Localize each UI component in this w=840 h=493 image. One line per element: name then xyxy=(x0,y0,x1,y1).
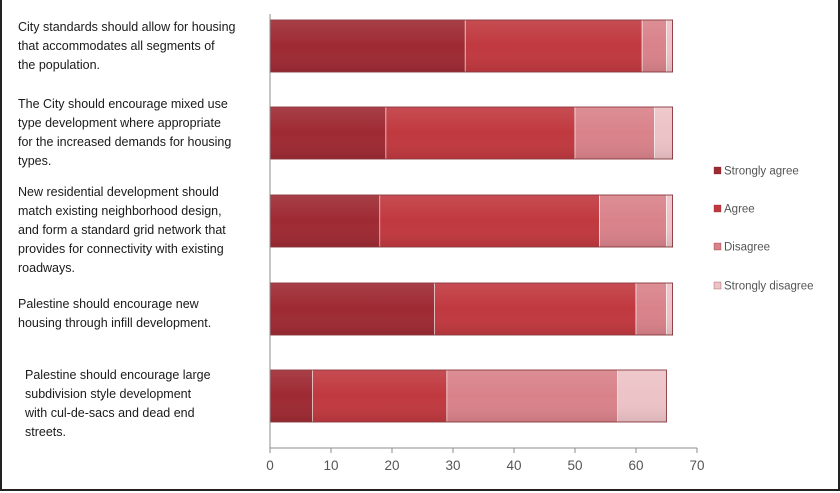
category-labels: City standards should allow for housing t… xyxy=(18,20,236,439)
x-tick-label: 30 xyxy=(445,458,460,473)
bar-shading-2 xyxy=(270,107,673,159)
legend-swatch-strongly-disagree xyxy=(713,281,722,290)
legend-label-disagree: Disagree xyxy=(724,242,770,254)
x-tick-label: 70 xyxy=(689,458,704,473)
legend-label-strongly-disagree: Strongly disagree xyxy=(724,281,814,293)
bar-shading-4 xyxy=(270,283,673,335)
bars-group xyxy=(269,19,674,423)
legend-label-agree: Agree xyxy=(724,204,755,216)
category-label-3: New residential development should match … xyxy=(18,185,226,275)
legend-label-strongly-agree: Strongly agree xyxy=(724,166,799,178)
bar-shading-5 xyxy=(270,370,667,422)
category-label-5: Palestine should encourage large subdivis… xyxy=(24,368,211,439)
x-tick-label: 20 xyxy=(384,458,399,473)
x-tick-label: 40 xyxy=(506,458,521,473)
legend-swatch-disagree xyxy=(713,242,722,251)
x-tick-label: 60 xyxy=(628,458,643,473)
legend: Strongly agree Agree Disagree Strongly disa… xyxy=(713,166,814,293)
legend-swatch-strongly-agree xyxy=(713,166,722,175)
legend-swatch-agree xyxy=(713,204,722,213)
category-label-4: Palestine should encourage new housing th… xyxy=(18,297,211,330)
category-label-2: The City should encourage mixed use type … xyxy=(18,97,231,168)
x-tick-label: 10 xyxy=(323,458,338,473)
bar-shading-3 xyxy=(270,195,673,247)
x-tick-label: 0 xyxy=(266,458,274,473)
category-label-1: City standards should allow for housing t… xyxy=(18,20,236,72)
x-axis-ticks: 0 10 20 30 40 50 60 70 xyxy=(266,448,705,473)
x-tick-label: 50 xyxy=(567,458,582,473)
bar-shading-1 xyxy=(270,20,673,72)
